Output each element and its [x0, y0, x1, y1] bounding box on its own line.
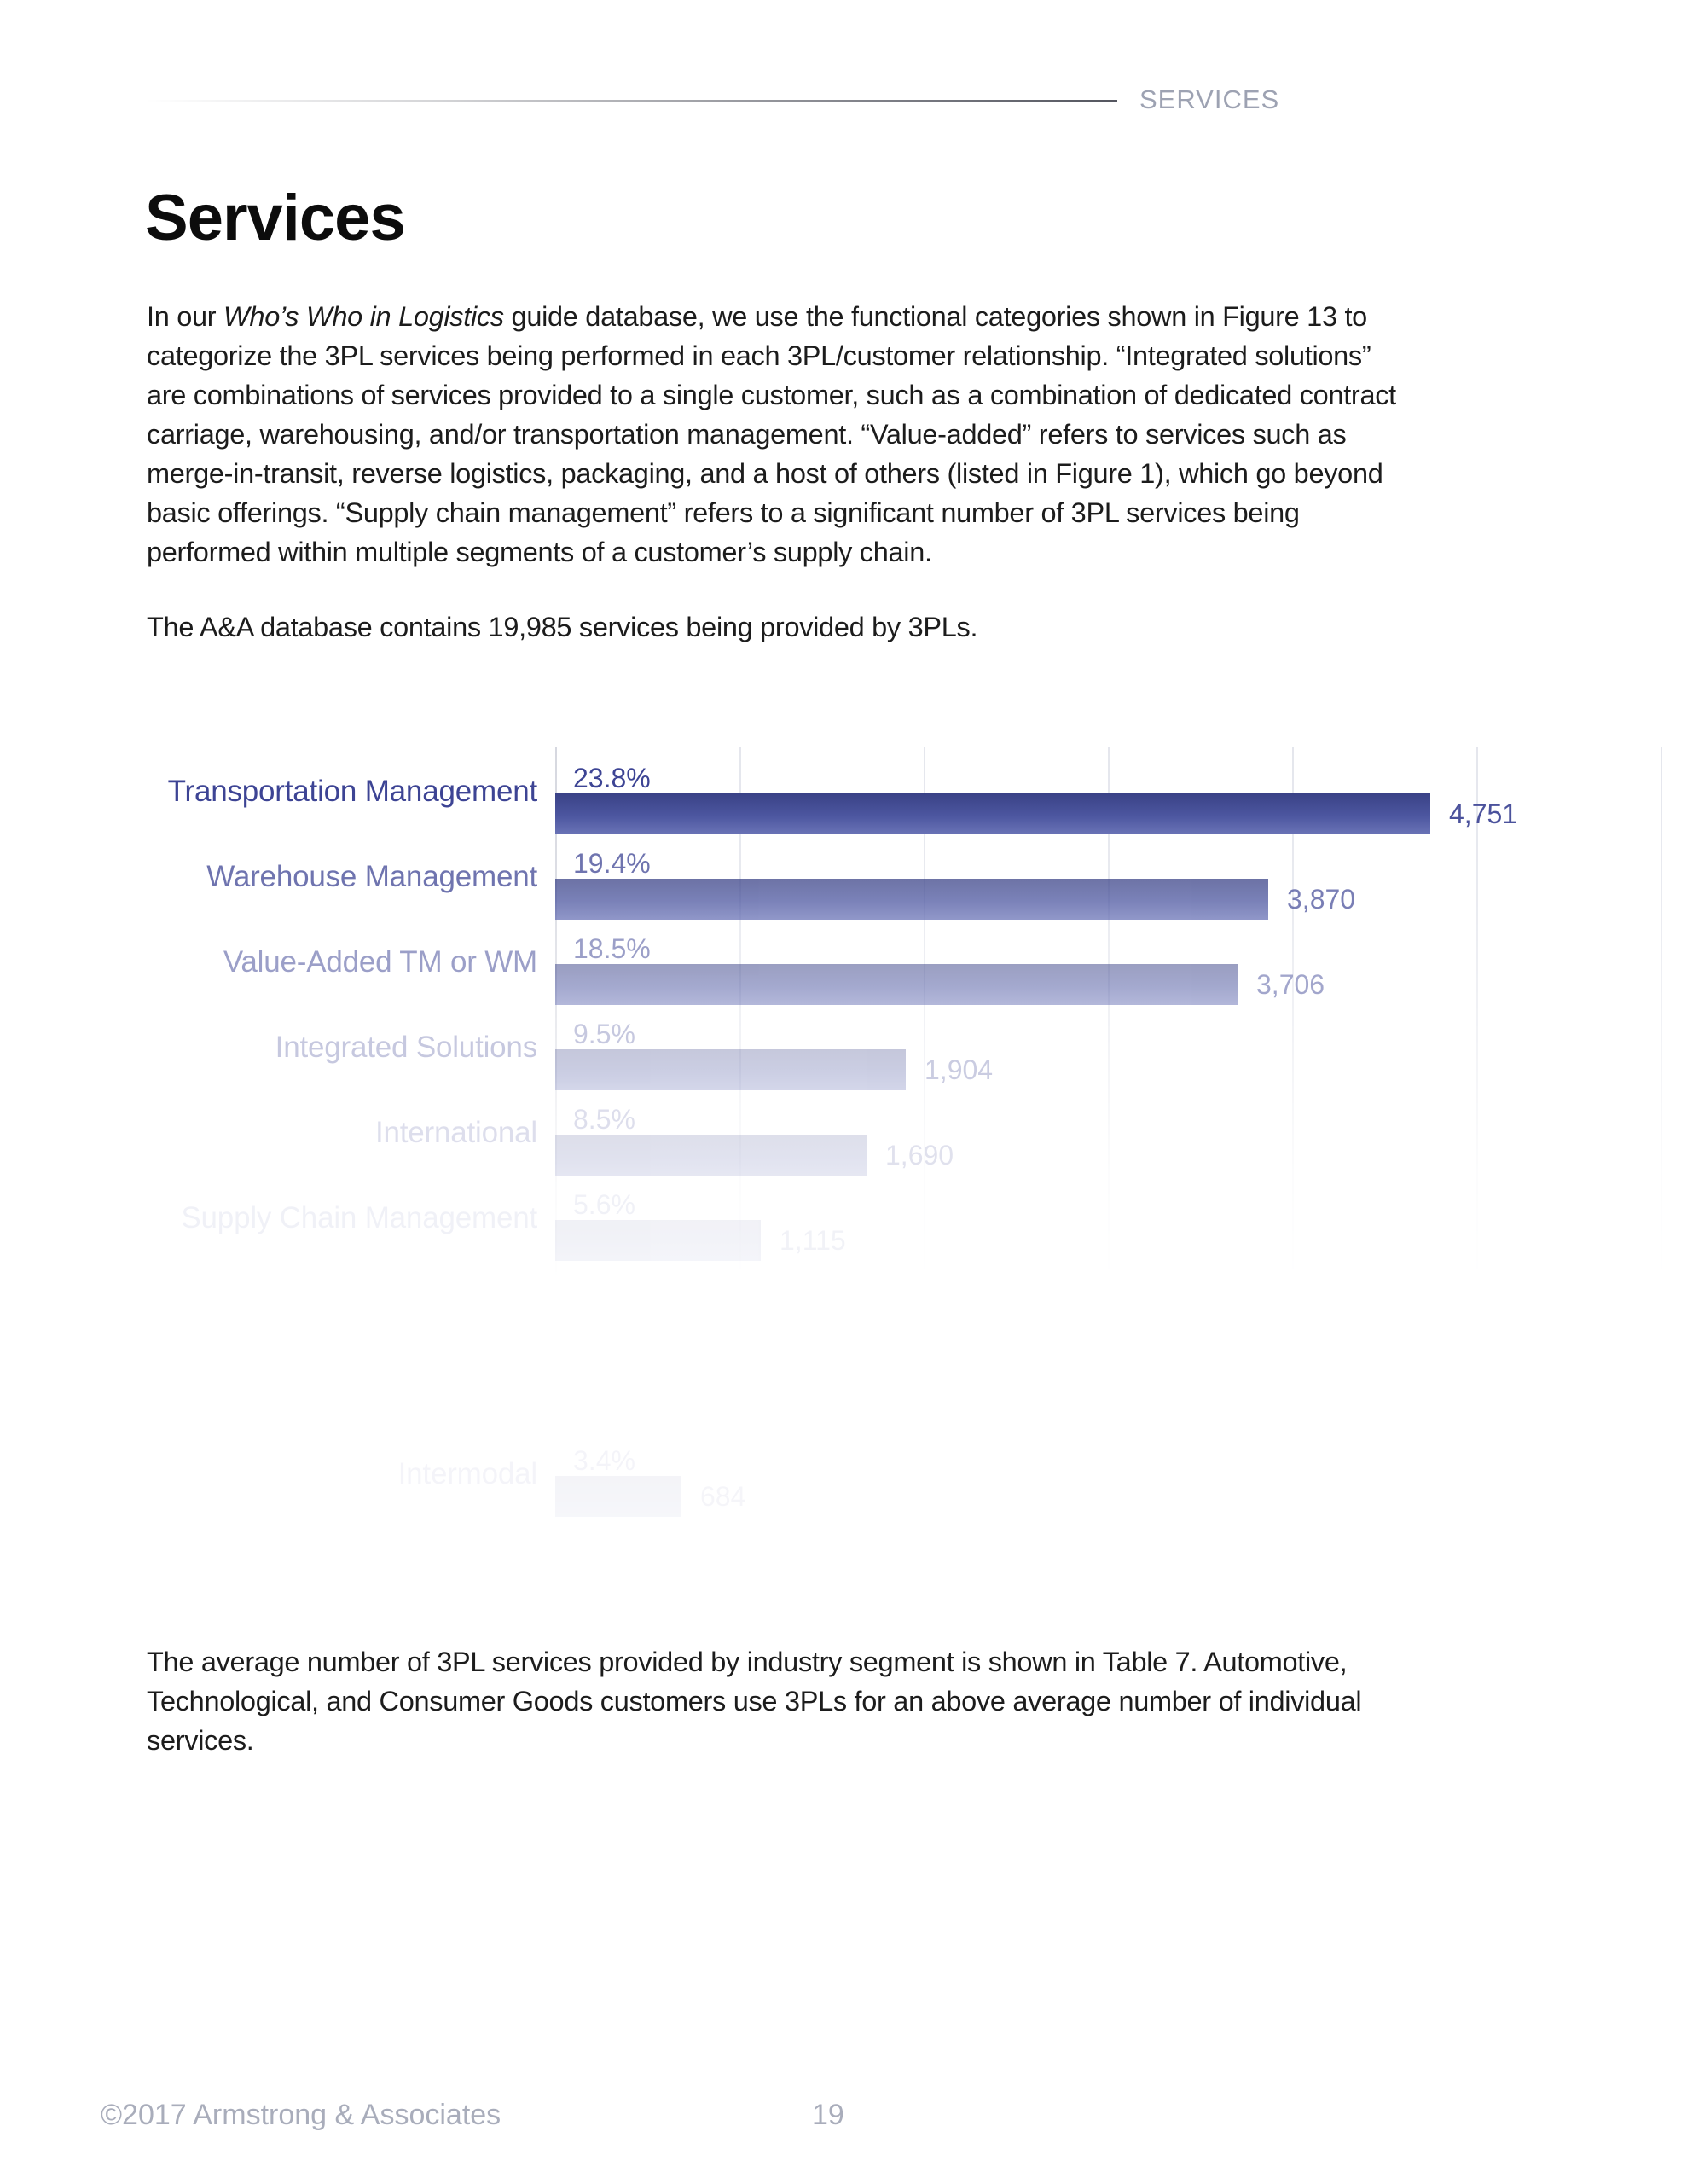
paragraph-line: In our Who’s Who in Logistics guide data… [147, 297, 1396, 336]
intro-line1-italic: Who’s Who in Logistics [223, 301, 504, 332]
category-label: Integrated Solutions [275, 1031, 538, 1064]
category-label: Intermodal [397, 1457, 538, 1490]
chart-row: Supply Chain Management 5.6% 1,115 [0, 1170, 1687, 1261]
category-label: Transportation Management [167, 775, 538, 808]
percent-label: 3.4% [573, 1445, 635, 1476]
bar [555, 879, 1268, 920]
chart-row: Intermodal 3.4% 684 [0, 1426, 1687, 1517]
intro-line1-pre: In our [147, 301, 224, 332]
intro-line1-post: guide database, we use the functional ca… [503, 301, 1368, 332]
bar [555, 1049, 906, 1090]
percent-label: 5.6% [573, 1189, 635, 1220]
closing-paragraph: The average number of 3PL services provi… [147, 1642, 1362, 1760]
chart-gridline [1476, 747, 1478, 1515]
value-label: 3,870 [1287, 884, 1356, 915]
copyright: ©2017 Armstrong & Associates [101, 2099, 501, 2131]
chart-row: Value-Added TM or WM 18.5% 3,706 [0, 915, 1687, 1005]
value-label: 1,690 [885, 1140, 954, 1170]
chart-row: Transportation Management 23.8% 4,751 [0, 744, 1687, 834]
paragraph-line: performed within multiple segments of a … [147, 537, 932, 567]
paragraph-line: services. [147, 1725, 254, 1756]
category-label: Warehouse Management [206, 860, 537, 893]
chart-gridline [739, 747, 741, 1515]
bar [555, 1220, 761, 1261]
percent-label: 19.4% [573, 848, 651, 879]
chart-gridlines [555, 747, 1662, 1515]
chart-gridline [1661, 747, 1662, 1515]
chart-gridline [1108, 747, 1110, 1515]
chart-gridline [1292, 747, 1294, 1515]
percent-label: 8.5% [573, 1104, 635, 1135]
bar [555, 793, 1430, 834]
category-label: Supply Chain Management [181, 1201, 537, 1234]
chart-row: Warehouse Management 19.4% 3,870 [0, 829, 1687, 920]
bar [555, 1135, 867, 1176]
value-label: 1,115 [780, 1225, 846, 1256]
closing-paragraph-lines: The average number of 3PL services provi… [147, 1642, 1362, 1760]
intro-paragraph-rest: categorize the 3PL services being perfor… [147, 336, 1396, 572]
value-label: 684 [700, 1481, 746, 1512]
paragraph-line: basic offerings. “Supply chain managemen… [147, 497, 1300, 528]
header-rule [145, 100, 1117, 102]
percent-label: 9.5% [573, 1019, 635, 1049]
database-note-paragraph: The A&A database contains 19,985 service… [147, 607, 978, 647]
page-number: 19 [812, 2099, 844, 2131]
paragraph-line: carriage, warehousing, and/or transporta… [147, 419, 1347, 450]
paragraph-line: The average number of 3PL services provi… [147, 1647, 1348, 1677]
running-header: SERVICES [1139, 84, 1280, 114]
category-label: Value-Added TM or WM [223, 945, 537, 979]
value-label: 1,904 [925, 1054, 994, 1085]
value-label: 3,706 [1256, 969, 1325, 1000]
percent-label: 23.8% [573, 763, 651, 793]
paragraph-line: are combinations of services provided to… [147, 380, 1396, 410]
paragraph-line: merge-in-transit, reverse logistics, pac… [147, 458, 1383, 489]
paragraph-line: The A&A database contains 19,985 service… [147, 612, 978, 642]
bar [555, 1476, 681, 1517]
chart-axis-line [555, 747, 557, 1515]
paragraph-line: Technological, and Consumer Goods custom… [147, 1686, 1362, 1716]
value-label: 4,751 [1449, 799, 1518, 829]
paragraph-line: categorize the 3PL services being perfor… [147, 340, 1371, 371]
percent-label: 18.5% [573, 933, 651, 964]
intro-paragraph: In our Who’s Who in Logistics guide data… [147, 297, 1396, 572]
chart-row: Integrated Solutions 9.5% 1,904 [0, 1000, 1687, 1090]
chart-row: International 8.5% 1,690 [0, 1085, 1687, 1176]
chart-gridline [924, 747, 925, 1515]
category-label: International [374, 1116, 537, 1149]
bar [555, 964, 1238, 1005]
page-title: Services [145, 182, 406, 254]
services-bar-chart: Transportation Management 23.8% 4,751 Wareh… [0, 744, 1687, 1563]
